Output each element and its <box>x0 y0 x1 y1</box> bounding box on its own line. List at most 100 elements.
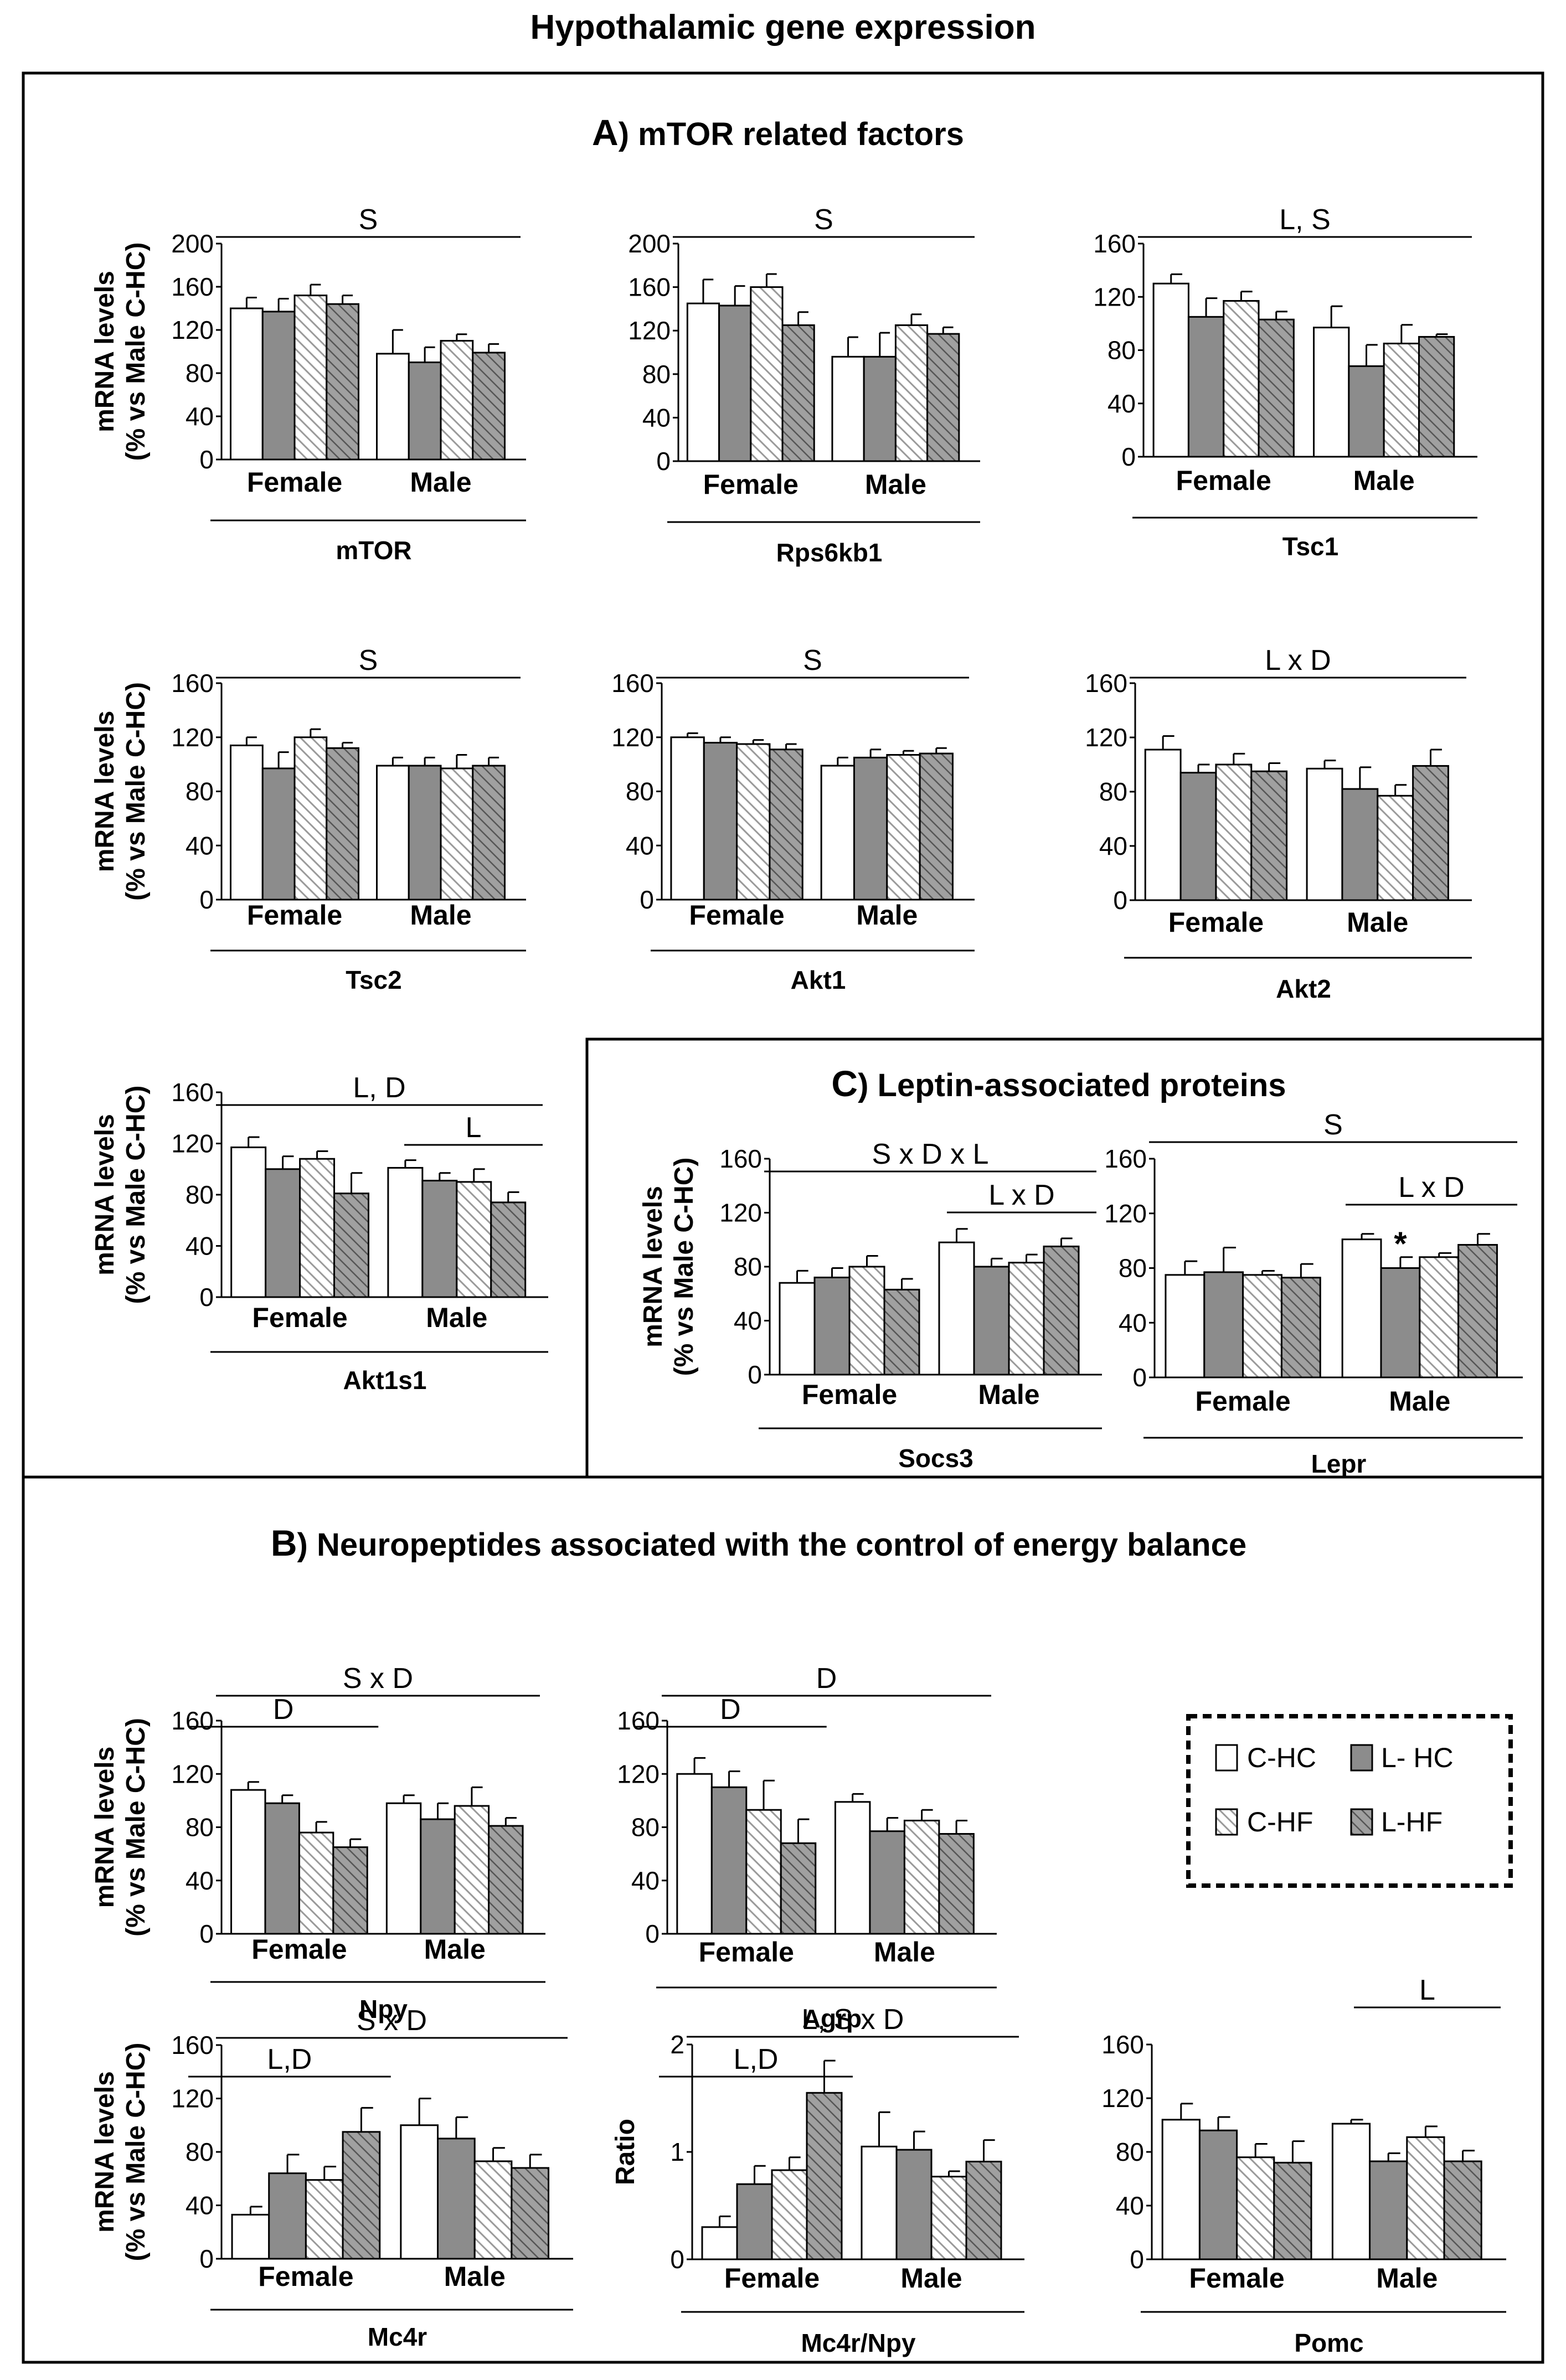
panel-socs3-ytick-label: 80 <box>734 1252 762 1281</box>
panel-lepr-group-label-male: Male <box>1389 1386 1450 1417</box>
panel-mc4r-ytick-label: 40 <box>186 2191 214 2220</box>
panel-akt1s1-bar-male-c-hc <box>387 1166 424 1298</box>
panel-akt2-ytick-label: 80 <box>1099 777 1127 806</box>
panel-agrp-bar-male-c-hc <box>834 1801 871 1935</box>
panel-mc4r-bar-male-c-hf <box>473 2160 513 2260</box>
panel-socs3-bar-male-l-hf <box>1043 1245 1080 1376</box>
panel-akt2-bar-male-l-hf <box>1412 765 1449 901</box>
figure-title: Hypothalamic gene expression <box>530 8 1036 47</box>
panel-socs3-ytick-label: 0 <box>748 1360 762 1389</box>
panel-npy-annotation-1: D <box>273 1694 294 1726</box>
panel-tsc1-annotation-0: L, S <box>1279 204 1331 236</box>
panel-tsc2-ytick-label: 40 <box>186 831 214 860</box>
panel-socs3-bar-female-l-hf <box>883 1288 920 1376</box>
panel-mtor-bar-female-l-hf <box>326 303 359 461</box>
panel-akt1s1-bar-female-l-hf <box>333 1192 369 1298</box>
panel-npy-bar-female-l-hc <box>264 1802 300 1935</box>
panel-akt1s1-ytick-label: 80 <box>186 1180 214 1209</box>
panel-socs3: 0 40 80 120 160 Female Male Socs3 S x D x L L x D… <box>638 1138 1102 1473</box>
panel-akt1s1-bar-male-c-hf <box>456 1181 492 1298</box>
panel-mc4r-npy-bar-female-l-hf <box>806 2092 843 2260</box>
panel-mtor-bar-female-l-hc <box>261 311 296 461</box>
section-b-title: B) Neuropeptides associated with the con… <box>271 1522 1246 1563</box>
panel-agrp-bar-male-c-hf <box>903 1819 940 1935</box>
panel-akt1-ytick-label: 80 <box>626 777 654 806</box>
panel-tsc2-ylabel-line1: mRNA levels <box>90 711 120 873</box>
panel-rps6kb1-bar-male-c-hc <box>831 355 865 462</box>
panel-mc4r-gene-label: Mc4r <box>368 2322 427 2351</box>
panel-npy-ytick-label: 120 <box>171 1759 214 1788</box>
panel-agrp-bar-male-l-hc <box>869 1830 905 1935</box>
panel-socs3-bar-male-c-hc <box>938 1241 975 1376</box>
panel-rps6kb1-bar-female-c-hc <box>686 302 720 462</box>
panel-mtor-ytick-label: 160 <box>171 272 214 301</box>
panel-mc4r-npy-group-label-male: Male <box>900 2263 962 2294</box>
panel-npy-bar-male-c-hf <box>454 1805 490 1935</box>
panel-mtor-ytick-label: 200 <box>171 229 214 258</box>
panel-socs3-bar-male-c-hf <box>1008 1262 1045 1376</box>
panel-npy-ytick-label: 160 <box>171 1706 214 1735</box>
panel-pomc-bar-female-c-hc <box>1161 2119 1201 2260</box>
panel-npy-group-label-male: Male <box>424 1934 486 1965</box>
panel-npy-bar-male-c-hc <box>385 1802 422 1935</box>
panel-mc4r-npy-bar-female-l-hc <box>736 2183 773 2260</box>
panel-akt2-ytick-label: 40 <box>1099 832 1127 860</box>
panel-akt2-ytick-label: 0 <box>1113 886 1127 915</box>
panel-socs3-group-label-male: Male <box>978 1379 1039 1410</box>
panel-mc4r-bar-female-c-hc <box>231 2213 270 2260</box>
panel-lepr-ytick-label: 120 <box>1104 1199 1147 1228</box>
panel-tsc2-bar-male-c-hc <box>376 765 410 901</box>
panel-pomc-annotation-0: L <box>1419 1974 1435 2006</box>
panel-socs3-ytick-label: 120 <box>719 1199 762 1227</box>
panel-lepr-ytick-label: 80 <box>1119 1254 1147 1283</box>
panel-akt1s1-group-label-male: Male <box>426 1302 487 1333</box>
panel-mtor-bar-female-c-hc <box>230 307 264 461</box>
panel-rps6kb1-bar-male-c-hf <box>894 324 929 462</box>
panel-lepr-bar-female-c-hf <box>1242 1274 1282 1379</box>
panel-akt1-bar-male-l-hc <box>853 756 888 901</box>
panel-npy-group-label-female: Female <box>251 1934 347 1965</box>
panel-agrp-ytick-label: 120 <box>617 1759 660 1788</box>
panel-mc4r-ytick-label: 120 <box>171 2084 214 2113</box>
panel-akt1s1-ytick-label: 160 <box>171 1078 214 1107</box>
legend-label-c-hf: C-HF <box>1247 1806 1313 1837</box>
panel-mtor-ytick-label: 80 <box>186 359 214 388</box>
panel-akt1-bar-female-c-hc <box>670 736 705 901</box>
panel-akt1-group-label-male: Male <box>856 900 918 931</box>
panel-lepr-annotation-1: L x D <box>1398 1171 1464 1204</box>
panel-tsc2-gene-label: Tsc2 <box>346 966 401 994</box>
panel-mc4r-npy: 0 1 2 Female Male Mc4r/Npy L, S x D L,D Ratio <box>611 2004 1024 2357</box>
panel-agrp-group-label-male: Male <box>874 1937 935 1968</box>
panel-tsc1-bar-male-l-hf <box>1418 335 1455 458</box>
panel-tsc1-group-label-female: Female <box>1176 465 1271 496</box>
panel-akt1s1-annotation-0: L, D <box>353 1072 405 1104</box>
panel-tsc2-ylabel-line2: (% vs Male C-HC) <box>121 682 151 901</box>
panel-akt1s1-annotation-1: L <box>466 1112 482 1144</box>
panel-mc4r-group-label-male: Male <box>444 2261 506 2292</box>
panel-akt1s1-bar-female-l-hc <box>265 1168 301 1298</box>
panel-akt2-bar-female-l-hc <box>1179 772 1217 901</box>
panel-akt1-group-label-female: Female <box>689 900 784 931</box>
panel-akt1-bar-male-c-hc <box>820 765 855 901</box>
panel-npy-ylabel-line2: (% vs Male C-HC) <box>121 1718 151 1937</box>
panel-tsc2-ytick-label: 0 <box>199 885 214 914</box>
panel-socs3-ytick-label: 40 <box>734 1307 762 1335</box>
panel-lepr-bar-male-l-hc <box>1380 1267 1421 1379</box>
panel-akt1-bar-male-c-hf <box>886 754 921 901</box>
panel-mc4r-npy-bar-male-c-hc <box>861 2145 898 2260</box>
panel-npy-gene-label: Npy <box>359 1995 408 2023</box>
panel-akt1-bar-female-l-hc <box>703 742 738 901</box>
panel-rps6kb1-group-label-female: Female <box>703 469 799 500</box>
panel-mtor-ylabel: mRNA levels(% vs Male C-HC) <box>90 242 151 461</box>
panel-akt1s1-ylabel-line1: mRNA levels <box>90 1114 120 1276</box>
panel-tsc1-ytick-label: 40 <box>1107 389 1136 418</box>
panel-npy-bar-female-c-hf <box>298 1831 334 1935</box>
panel-agrp-bar-female-l-hf <box>780 1842 817 1935</box>
panel-rps6kb1-bar-male-l-hc <box>863 355 897 462</box>
panel-mtor-group-label-female: Female <box>247 467 342 498</box>
panel-lepr-significance-star: * <box>1394 1225 1407 1262</box>
panel-mc4r-ylabel-line2: (% vs Male C-HC) <box>121 2043 151 2262</box>
